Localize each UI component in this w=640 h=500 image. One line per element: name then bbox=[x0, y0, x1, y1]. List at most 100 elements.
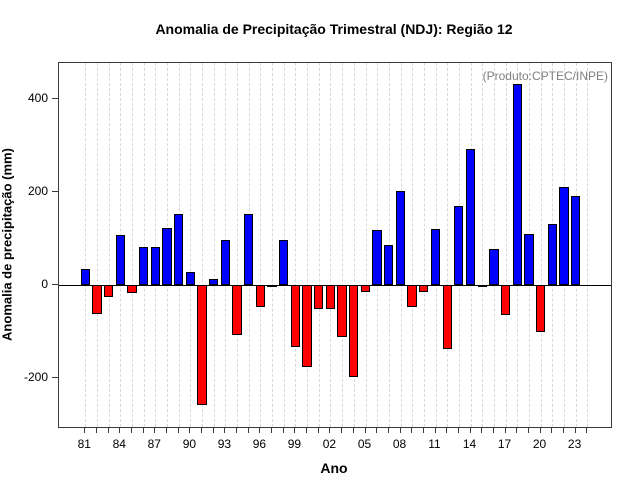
gridline-1985 bbox=[132, 63, 133, 427]
bar-1984 bbox=[115, 235, 125, 285]
x-tick-label-84: 84 bbox=[112, 437, 126, 451]
x-tick-2023 bbox=[574, 427, 576, 433]
x-tick-label-81: 81 bbox=[77, 437, 91, 451]
x-tick-label-08: 08 bbox=[392, 437, 407, 451]
x-tick-2007 bbox=[387, 427, 389, 433]
x-tick-2014 bbox=[469, 427, 471, 433]
bar-1985 bbox=[127, 285, 137, 294]
x-tick-label-90: 90 bbox=[182, 437, 197, 451]
x-tick-1981 bbox=[84, 427, 86, 433]
gridline-2003 bbox=[342, 63, 344, 427]
bar-2021 bbox=[547, 223, 557, 285]
bar-2014 bbox=[465, 148, 476, 285]
bar-2003 bbox=[337, 285, 347, 338]
y-tick-label--200: -200 bbox=[23, 370, 48, 384]
x-tick-label-17: 17 bbox=[497, 437, 512, 451]
bar-2006 bbox=[372, 230, 382, 285]
bar-2019 bbox=[524, 234, 534, 285]
x-tick-2011 bbox=[434, 427, 436, 433]
bar-2022 bbox=[559, 186, 569, 285]
bar-1988 bbox=[162, 227, 172, 285]
bar-1981 bbox=[80, 268, 90, 285]
y-tick--200 bbox=[52, 377, 58, 378]
x-tick-2022 bbox=[562, 427, 564, 433]
gridline-2002 bbox=[330, 63, 332, 427]
x-tick-1988 bbox=[166, 427, 167, 433]
gridline-1997 bbox=[272, 63, 274, 427]
x-tick-1983 bbox=[107, 427, 109, 433]
gridline-2004 bbox=[353, 63, 355, 427]
x-tick-2000 bbox=[306, 427, 308, 433]
gridline-1999 bbox=[295, 63, 297, 427]
x-tick-label-05: 05 bbox=[357, 437, 372, 451]
bar-2020 bbox=[535, 285, 546, 332]
bar-2018 bbox=[512, 84, 522, 285]
x-tick-2004 bbox=[352, 427, 354, 433]
x-tick-label-99: 99 bbox=[287, 437, 302, 451]
x-tick-1995 bbox=[247, 427, 249, 433]
bar-2005 bbox=[360, 285, 371, 292]
product-annotation: (Produto:CPTEC/INPE) bbox=[482, 69, 608, 83]
x-tick-1991 bbox=[201, 427, 202, 433]
x-tick-1989 bbox=[177, 427, 179, 433]
y-tick-label-0: 0 bbox=[41, 277, 48, 291]
x-tick-2010 bbox=[422, 427, 424, 433]
x-tick-2001 bbox=[317, 427, 319, 433]
y-tick-0 bbox=[52, 284, 58, 285]
gridline-2009 bbox=[412, 63, 414, 427]
gridline-2024 bbox=[587, 63, 589, 427]
bar-2009 bbox=[407, 285, 417, 308]
bar-2023 bbox=[570, 196, 581, 285]
bar-1993 bbox=[220, 239, 231, 285]
bar-2000 bbox=[302, 285, 312, 368]
gridline-2012 bbox=[447, 63, 449, 427]
gridline-1981 bbox=[85, 63, 87, 427]
gridline-2010 bbox=[423, 63, 425, 427]
x-tick-1992 bbox=[212, 427, 214, 433]
gridline-2005 bbox=[365, 63, 367, 427]
x-tick-label-23: 23 bbox=[567, 437, 582, 451]
x-tick-2013 bbox=[457, 427, 459, 433]
bar-2016 bbox=[489, 248, 499, 285]
x-tick-label-20: 20 bbox=[532, 437, 547, 451]
bar-2001 bbox=[314, 285, 324, 310]
bar-2010 bbox=[419, 285, 429, 292]
x-tick-1998 bbox=[282, 427, 284, 433]
bar-2002 bbox=[325, 285, 336, 310]
x-tick-2018 bbox=[516, 427, 518, 433]
x-axis-label: Ano bbox=[320, 460, 348, 476]
x-tick-2016 bbox=[492, 427, 494, 433]
x-tick-2015 bbox=[481, 427, 483, 433]
gridline-2020 bbox=[540, 63, 542, 427]
x-tick-1990 bbox=[189, 427, 191, 433]
bar-2008 bbox=[395, 190, 406, 285]
plot-area: (Produto:CPTEC/INPE) bbox=[58, 62, 612, 428]
gridline-1990 bbox=[190, 63, 192, 427]
gridline-1982 bbox=[97, 63, 98, 427]
y-tick-label-400: 400 bbox=[27, 91, 48, 105]
x-tick-1987 bbox=[154, 427, 156, 433]
y-tick-200 bbox=[52, 191, 58, 192]
x-tick-2019 bbox=[527, 427, 529, 433]
gridline-2017 bbox=[505, 63, 507, 427]
chart-title: Anomalia de Precipitação Trimestral (NDJ… bbox=[155, 21, 513, 37]
bar-2011 bbox=[430, 228, 441, 285]
bar-1983 bbox=[103, 285, 114, 297]
bar-1997 bbox=[267, 285, 277, 287]
x-tick-1986 bbox=[142, 427, 144, 433]
bar-1982 bbox=[92, 285, 102, 315]
x-tick-label-93: 93 bbox=[217, 437, 232, 451]
y-axis-label: Anomalia de precipitação (mm) bbox=[0, 148, 15, 341]
gridline-2000 bbox=[307, 63, 309, 427]
bar-2017 bbox=[500, 285, 511, 316]
x-tick-2017 bbox=[504, 427, 506, 433]
gridline-1991 bbox=[202, 63, 203, 427]
x-tick-1984 bbox=[119, 427, 121, 433]
bar-2004 bbox=[349, 285, 359, 378]
x-tick-1993 bbox=[224, 427, 226, 433]
bar-1995 bbox=[244, 213, 254, 285]
x-tick-label-87: 87 bbox=[147, 437, 161, 451]
x-tick-1982 bbox=[96, 427, 97, 433]
bar-1998 bbox=[279, 239, 289, 285]
